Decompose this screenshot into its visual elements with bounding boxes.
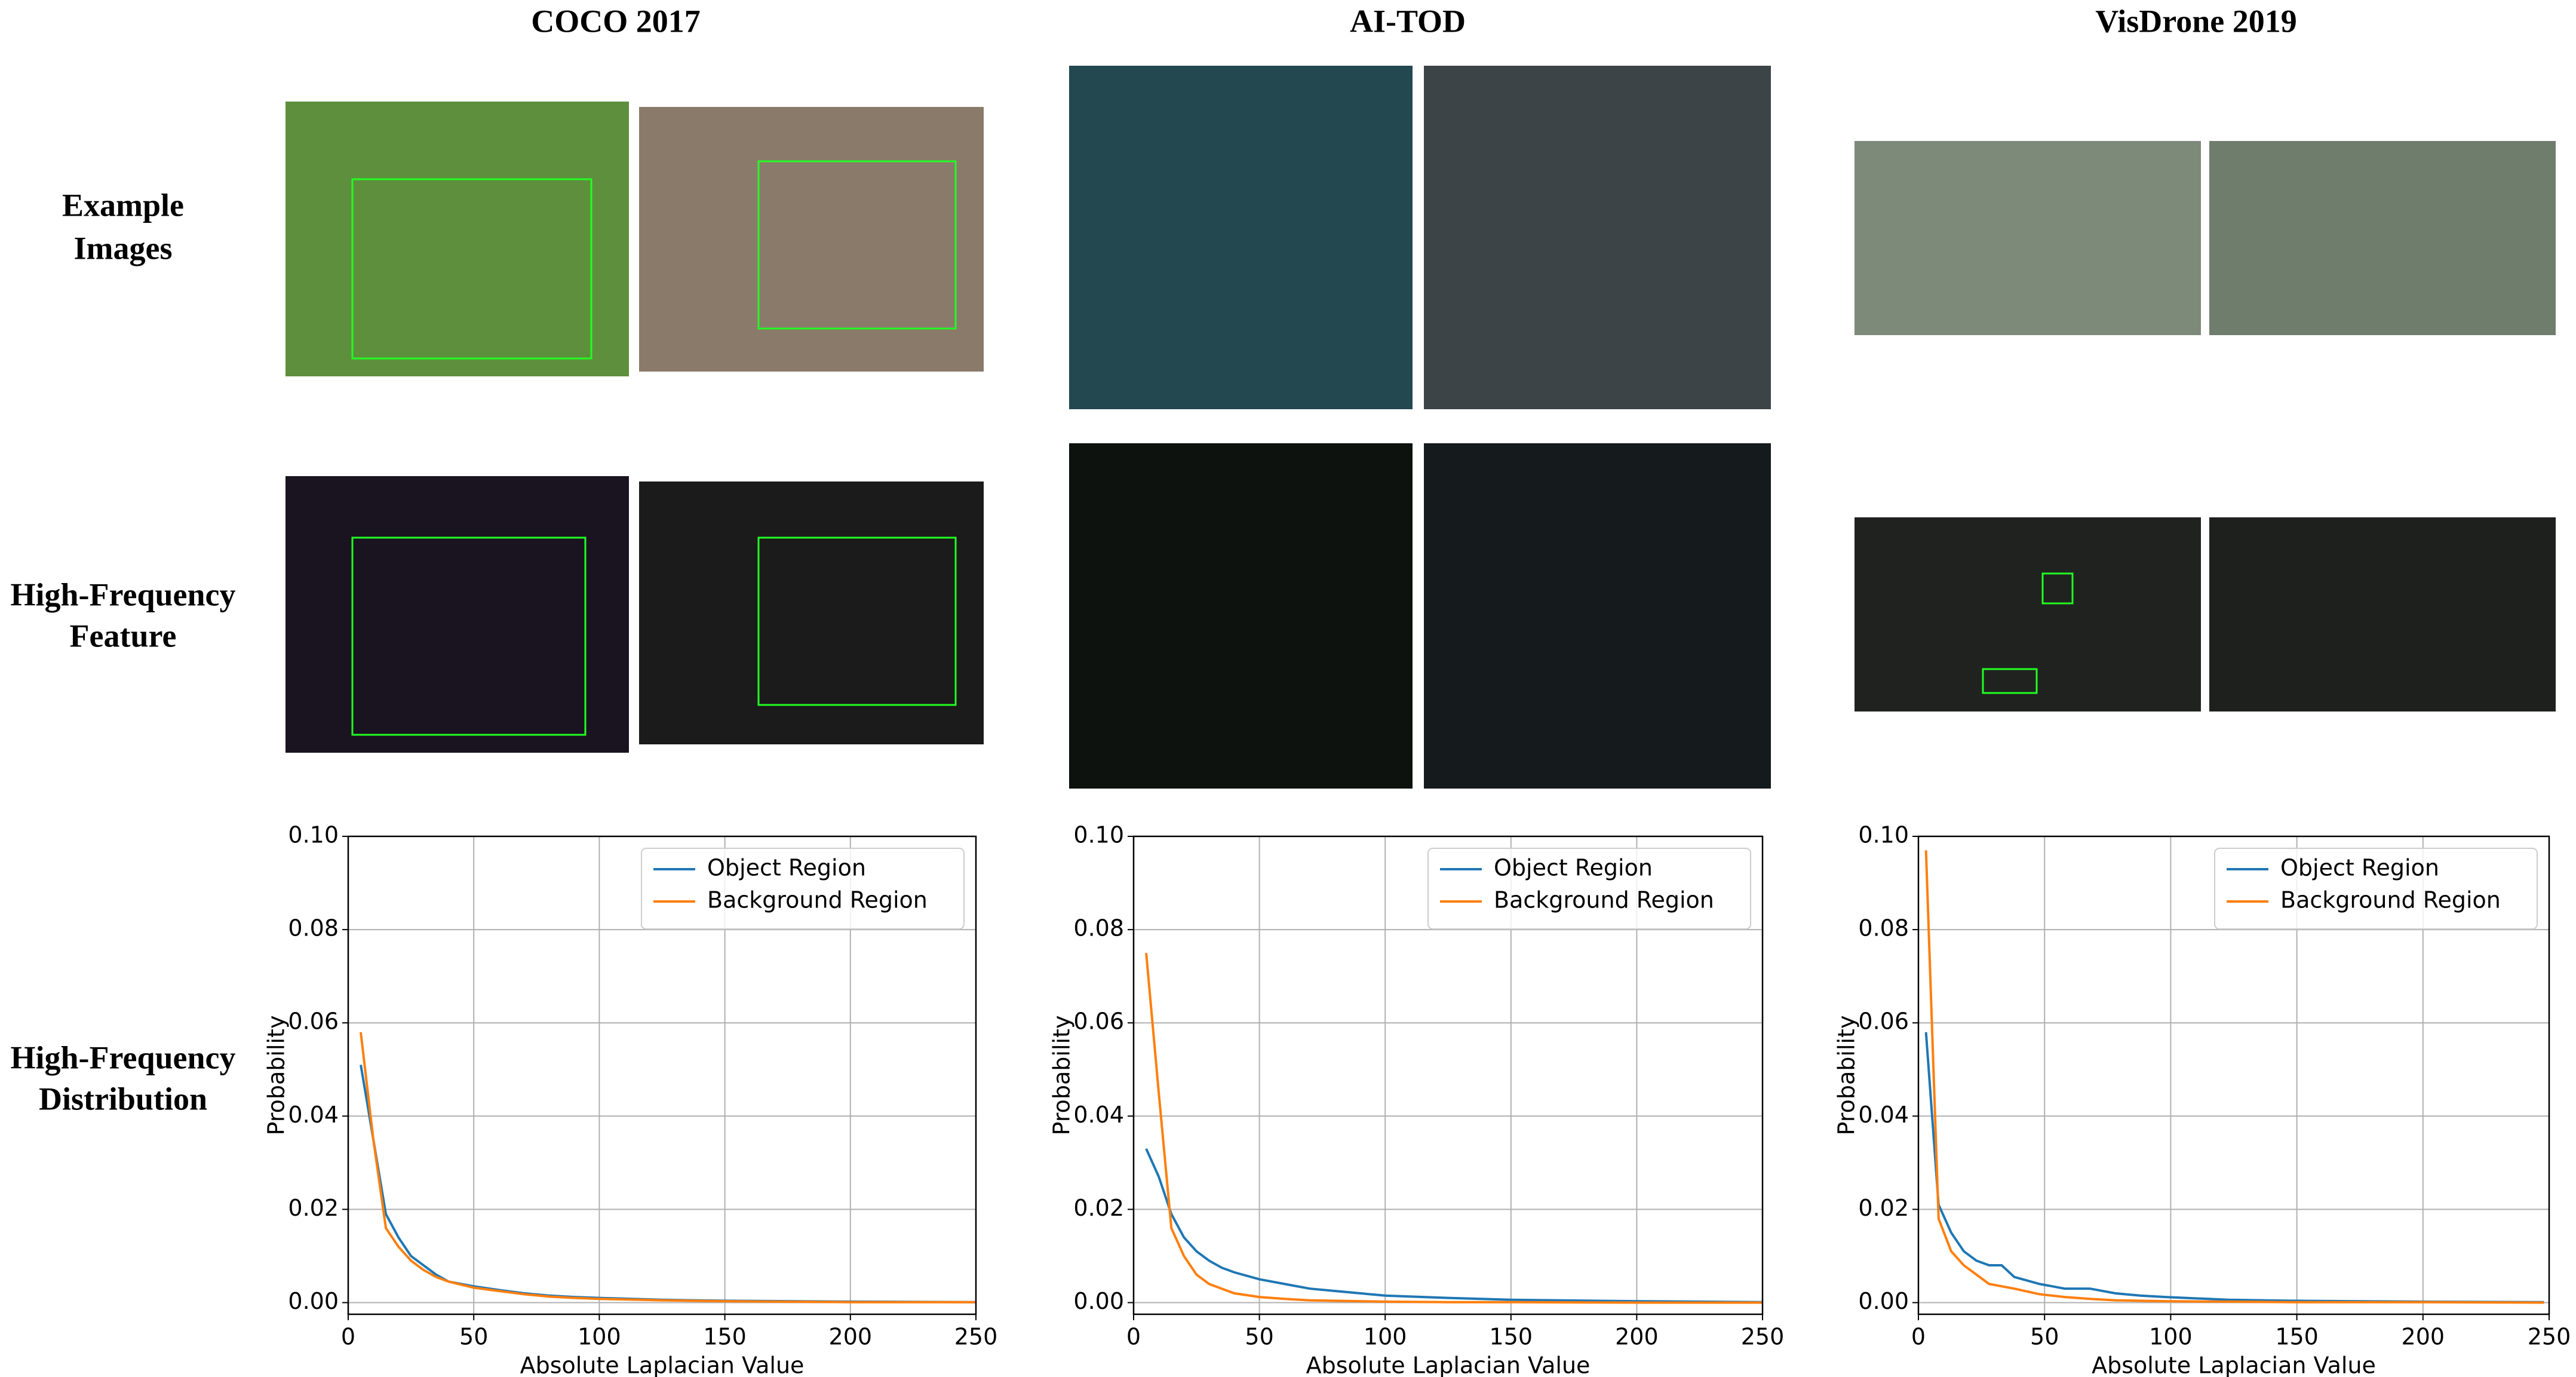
y-tick-label: 0.08	[288, 915, 339, 941]
x-tick-label: 0	[341, 1324, 355, 1350]
y-axis-label: Probability	[1049, 1016, 1075, 1136]
bbox	[2041, 572, 2074, 605]
labels: COCO 2017 AI-TOD VisDrone 2019 Example Image…	[11, 3, 2297, 1117]
x-tick-label: 150	[2275, 1324, 2319, 1350]
x-tick-label: 150	[703, 1324, 747, 1350]
chart: 0.00 0.02 0.04 0.06 0.08 0.10 0 50 100 150 200 250 A…	[1049, 822, 1785, 1377]
row-label: Feature	[70, 618, 177, 654]
y-tick-label: 0.00	[1073, 1288, 1124, 1314]
chart: 0.00 0.02 0.04 0.06 0.08 0.10 0 50 100 150 200 250 A…	[1834, 822, 2571, 1377]
photo	[1424, 66, 1771, 409]
legend-label: Object Region	[707, 855, 866, 881]
bbox	[1982, 668, 2038, 694]
row-label: High-Frequency	[11, 1039, 236, 1075]
y-tick-label: 0.08	[1858, 915, 1909, 941]
y-tick-label: 0.00	[1858, 1288, 1909, 1314]
photo	[1424, 443, 1771, 789]
photo	[2209, 517, 2556, 711]
column-title: COCO 2017	[531, 3, 701, 39]
row-label: Example	[62, 187, 184, 223]
photo	[1069, 66, 1413, 409]
x-tick-label: 200	[829, 1324, 873, 1350]
y-tick-label: 0.10	[1858, 822, 1909, 848]
chart: 0.00 0.02 0.04 0.06 0.08 0.10 0 50 100 150 200 250 A…	[263, 822, 998, 1377]
legend-box	[2214, 848, 2538, 930]
y-tick-label: 0.04	[1858, 1102, 1909, 1128]
data-line	[1924, 850, 2544, 1304]
plot-frame	[347, 835, 977, 1315]
x-tick-label: 100	[578, 1324, 621, 1350]
x-tick-label: 200	[1615, 1324, 1659, 1350]
plot-frame	[1132, 835, 1764, 1315]
data-line	[1924, 1032, 2544, 1304]
y-tick-label: 0.06	[1073, 1008, 1124, 1035]
bbox	[757, 160, 957, 330]
charts: 0.00 0.02 0.04 0.06 0.08 0.10 0 50 100 150 200 250 A…	[263, 822, 2571, 1377]
data-line	[1145, 952, 1763, 1304]
y-tick-label: 0.06	[1858, 1008, 1909, 1035]
x-tick-label: 100	[1364, 1324, 1407, 1350]
x-axis-label: Absolute Laplacian Value	[2092, 1353, 2376, 1377]
row-label: High-Frequency	[11, 576, 236, 612]
y-tick-label: 0.02	[1073, 1195, 1124, 1221]
photo	[1855, 517, 2201, 711]
legend-label: Background Region	[707, 887, 928, 913]
x-tick-label: 0	[1911, 1324, 1926, 1350]
bbox	[351, 536, 587, 736]
photo	[639, 107, 984, 372]
y-tick-label: 0.02	[288, 1195, 339, 1221]
y-tick-label: 0.02	[1858, 1195, 1909, 1221]
x-tick-label: 50	[1245, 1324, 1273, 1350]
legend-label: Background Region	[2280, 887, 2501, 913]
photo	[1855, 141, 2201, 335]
x-tick-label: 150	[1490, 1324, 1533, 1350]
legend-label: Object Region	[1494, 855, 1653, 881]
x-axis-label: Absolute Laplacian Value	[1306, 1353, 1591, 1377]
x-tick-label: 250	[1741, 1324, 1785, 1350]
y-tick-label: 0.10	[1073, 822, 1124, 848]
y-tick-label: 0.04	[1073, 1102, 1124, 1128]
photo	[639, 482, 984, 744]
legend-label: Object Region	[2280, 855, 2439, 881]
y-tick-label: 0.10	[288, 822, 339, 848]
y-tick-label: 0.08	[1073, 915, 1124, 941]
photo	[1069, 443, 1413, 789]
y-tick-label: 0.00	[288, 1288, 339, 1314]
x-tick-label: 0	[1126, 1324, 1141, 1350]
legend-label: Background Region	[1494, 887, 1714, 913]
bbox	[351, 178, 592, 360]
row-label: Distribution	[39, 1081, 207, 1117]
photo	[2209, 141, 2556, 335]
bbox	[757, 536, 957, 706]
photo	[285, 476, 629, 753]
y-axis-label: Probability	[263, 1016, 290, 1136]
x-axis-label: Absolute Laplacian Value	[520, 1353, 805, 1377]
x-tick-label: 250	[2528, 1324, 2571, 1350]
plot-frame	[1917, 835, 2550, 1315]
x-tick-label: 50	[2030, 1324, 2059, 1350]
data-line	[1145, 1148, 1763, 1304]
data-line	[360, 1065, 977, 1304]
photo	[285, 102, 629, 376]
x-tick-label: 50	[459, 1324, 488, 1350]
row-label: Images	[74, 230, 173, 266]
column-title: AI-TOD	[1350, 3, 1466, 39]
x-tick-label: 250	[954, 1324, 998, 1350]
legend-box	[1427, 848, 1751, 930]
y-axis-label: Probability	[1834, 1016, 1860, 1136]
image-panels	[285, 66, 2556, 789]
data-line	[360, 1032, 976, 1304]
legend-box	[641, 848, 965, 930]
x-tick-label: 200	[2402, 1324, 2445, 1350]
y-tick-label: 0.06	[288, 1008, 339, 1035]
column-title: VisDrone 2019	[2095, 3, 2297, 39]
y-tick-label: 0.04	[288, 1102, 339, 1128]
x-tick-label: 100	[2149, 1324, 2193, 1350]
